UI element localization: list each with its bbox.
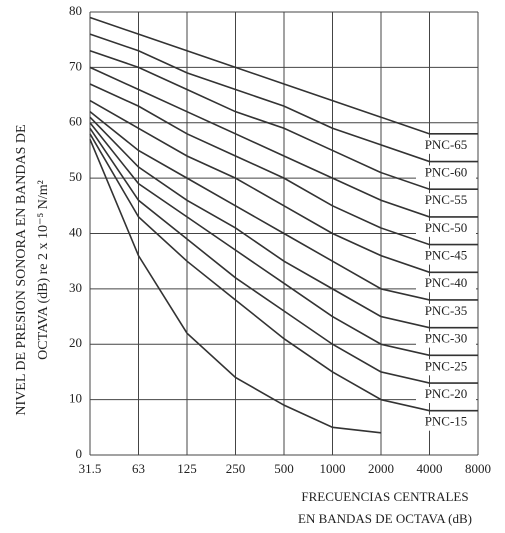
x-tick-label: 1000 [320, 461, 346, 476]
y-tick-label: 10 [69, 391, 82, 406]
legend-label: PNC-30 [425, 331, 468, 346]
legend-label: PNC-20 [425, 386, 468, 401]
x-tick-label: 8000 [465, 461, 491, 476]
curve [89, 127, 478, 384]
x-tick-label: 4000 [417, 461, 443, 476]
label-bg [416, 359, 476, 376]
legend-label: PNC-55 [425, 192, 468, 207]
label-bg [416, 137, 476, 154]
y-axis-label: NIVEL DE PRESION SONORA EN BANDAS DE [14, 124, 29, 415]
y-tick-label: 0 [76, 446, 83, 461]
label-bg [416, 248, 476, 265]
curve [89, 16, 478, 135]
x-tick-label: 125 [177, 461, 197, 476]
label-bg [416, 303, 476, 320]
curve [89, 116, 478, 329]
x-tick-label: 2000 [368, 461, 394, 476]
curve [89, 33, 478, 163]
label-bg [416, 276, 476, 293]
curve [89, 111, 478, 301]
y-tick-label: 20 [69, 335, 82, 350]
y-tick-label: 40 [69, 224, 82, 239]
curve [89, 99, 478, 274]
x-tick-label: 500 [274, 461, 294, 476]
x-tick-label: 31.5 [79, 461, 102, 476]
label-bg [416, 387, 476, 404]
x-tick-label: 63 [132, 461, 145, 476]
legend-label: PNC-35 [425, 303, 468, 318]
label-bg [416, 331, 476, 348]
curve [89, 139, 382, 434]
legend-label: PNC-15 [425, 414, 468, 429]
x-tick-label: 250 [226, 461, 246, 476]
label-bg [416, 220, 476, 237]
x-axis-label: EN BANDAS DE OCTAVA (dB) [298, 511, 472, 526]
legend-label: PNC-40 [425, 275, 468, 290]
label-bg [416, 414, 476, 431]
y-tick-label: 70 [69, 58, 82, 73]
legend-label: PNC-25 [425, 358, 468, 373]
label-bg [416, 165, 476, 182]
y-tick-label: 80 [69, 3, 82, 18]
curve [89, 122, 478, 357]
y-tick-label: 30 [69, 280, 82, 295]
curve [89, 50, 478, 190]
x-axis-label: FRECUENCIAS CENTRALES [301, 489, 468, 504]
legend-label: PNC-45 [425, 248, 468, 263]
y-tick-label: 60 [69, 114, 82, 129]
curve [89, 83, 478, 246]
legend-label: PNC-65 [425, 137, 468, 152]
label-bg [416, 193, 476, 210]
curve [89, 66, 478, 218]
legend-label: PNC-60 [425, 164, 468, 179]
y-axis-label: OCTAVA (dB) re 2 x 10⁻⁵ N/m² [36, 180, 51, 360]
y-tick-label: 50 [69, 169, 82, 184]
legend-label: PNC-50 [425, 220, 468, 235]
curve [89, 133, 478, 412]
